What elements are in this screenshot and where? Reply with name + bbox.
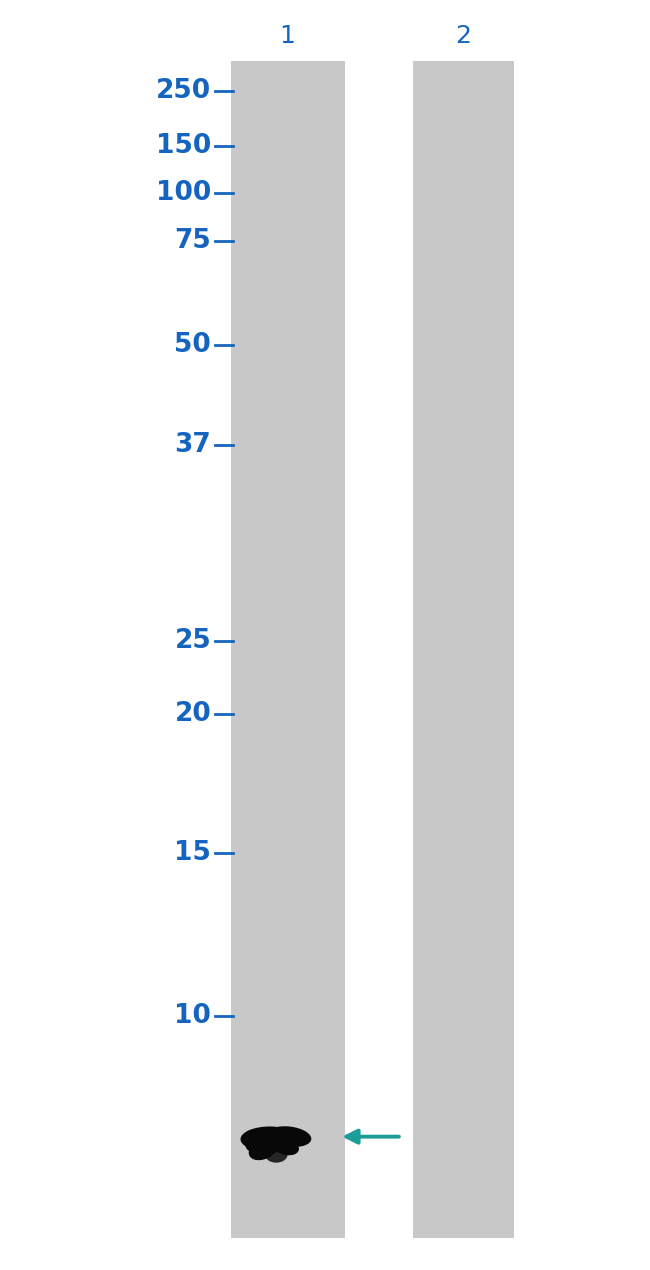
Ellipse shape [273, 1138, 299, 1156]
Text: 75: 75 [174, 229, 211, 254]
Bar [413, 61, 514, 1238]
Bar [231, 61, 344, 1238]
Ellipse shape [265, 1147, 287, 1163]
Text: 2: 2 [455, 24, 471, 47]
Text: 25: 25 [174, 629, 211, 654]
Text: 10: 10 [174, 1003, 211, 1029]
Ellipse shape [267, 1126, 311, 1147]
Ellipse shape [246, 1132, 287, 1154]
Text: 50: 50 [174, 333, 211, 358]
Text: 150: 150 [156, 133, 211, 159]
Text: 37: 37 [174, 432, 211, 457]
Text: 100: 100 [156, 180, 211, 206]
Text: 20: 20 [174, 701, 211, 726]
Text: 250: 250 [156, 79, 211, 104]
Text: 1: 1 [280, 24, 296, 47]
Ellipse shape [249, 1138, 278, 1161]
Text: 15: 15 [174, 841, 211, 866]
Ellipse shape [240, 1126, 299, 1152]
